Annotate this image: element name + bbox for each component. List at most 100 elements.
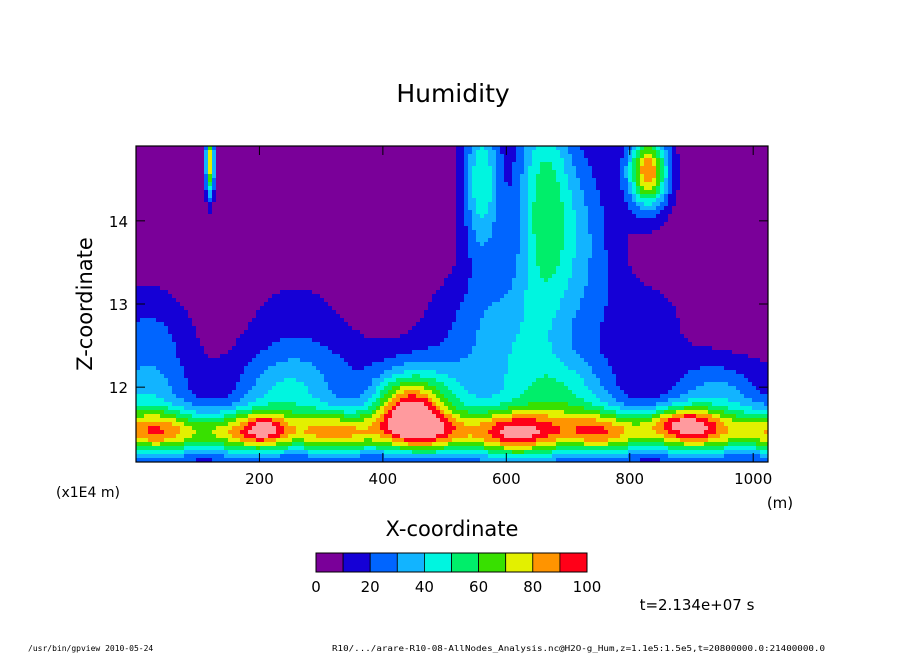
heatmap-cell bbox=[332, 158, 337, 163]
heatmap-cell bbox=[536, 202, 541, 207]
heatmap-cell bbox=[364, 218, 369, 223]
heatmap-cell bbox=[532, 202, 537, 207]
heatmap-cell bbox=[184, 194, 189, 199]
heatmap-cell bbox=[300, 238, 305, 243]
heatmap-cell bbox=[400, 258, 405, 263]
heatmap-cell bbox=[396, 150, 401, 155]
heatmap-cell bbox=[360, 222, 365, 227]
heatmap-cell bbox=[416, 186, 421, 191]
heatmap-cell bbox=[180, 270, 185, 275]
heatmap-cell bbox=[604, 250, 609, 255]
heatmap-cell bbox=[628, 250, 633, 255]
heatmap-cell bbox=[200, 190, 205, 195]
heatmap-cell bbox=[584, 254, 589, 259]
heatmap-cell bbox=[452, 154, 457, 159]
heatmap-cell bbox=[176, 202, 181, 207]
heatmap-cell bbox=[544, 174, 549, 179]
heatmap-cell bbox=[648, 218, 653, 223]
heatmap-cell bbox=[708, 186, 713, 191]
heatmap-cell bbox=[632, 226, 637, 231]
heatmap-cell bbox=[388, 206, 393, 211]
heatmap-cell bbox=[372, 218, 377, 223]
heatmap-cell bbox=[468, 254, 473, 259]
heatmap-cell bbox=[320, 150, 325, 155]
heatmap-cell bbox=[500, 166, 505, 171]
heatmap-cell bbox=[720, 162, 725, 167]
heatmap-cell bbox=[376, 238, 381, 243]
heatmap-cell bbox=[228, 206, 233, 211]
heatmap-cell bbox=[508, 238, 513, 243]
heatmap-cell bbox=[740, 150, 745, 155]
heatmap-cell bbox=[616, 262, 621, 267]
heatmap-cell bbox=[696, 146, 701, 151]
heatmap-cell bbox=[496, 246, 501, 251]
heatmap-cell bbox=[488, 178, 493, 183]
heatmap-cell bbox=[656, 174, 661, 179]
heatmap-cell bbox=[556, 226, 561, 231]
heatmap-cell bbox=[656, 226, 661, 231]
heatmap-cell bbox=[416, 182, 421, 187]
heatmap-cell bbox=[604, 222, 609, 227]
heatmap-cell bbox=[468, 178, 473, 183]
heatmap-cell bbox=[480, 262, 485, 267]
heatmap-cell bbox=[688, 166, 693, 171]
heatmap-cell bbox=[208, 222, 213, 227]
heatmap-cell bbox=[636, 258, 641, 263]
heatmap-cell bbox=[492, 170, 497, 175]
heatmap-cell bbox=[660, 170, 665, 175]
heatmap-cell bbox=[732, 266, 737, 271]
heatmap-cell bbox=[752, 206, 757, 211]
heatmap-cell bbox=[732, 218, 737, 223]
heatmap-cell bbox=[648, 170, 653, 175]
heatmap-cell bbox=[388, 230, 393, 235]
heatmap-cell bbox=[712, 266, 717, 271]
heatmap-cell bbox=[244, 198, 249, 203]
heatmap-cell bbox=[556, 158, 561, 163]
heatmap-cell bbox=[588, 266, 593, 271]
heatmap-cell bbox=[224, 186, 229, 191]
heatmap-cell bbox=[256, 238, 261, 243]
heatmap-cell bbox=[416, 150, 421, 155]
heatmap-cell bbox=[344, 226, 349, 231]
heatmap-cell bbox=[624, 190, 629, 195]
heatmap-cell bbox=[204, 206, 209, 211]
heatmap-cell bbox=[504, 198, 509, 203]
heatmap-cell bbox=[184, 174, 189, 179]
heatmap-cell bbox=[248, 166, 253, 171]
heatmap-cell bbox=[724, 250, 729, 255]
heatmap-cell bbox=[308, 230, 313, 235]
heatmap-cell bbox=[740, 198, 745, 203]
heatmap-cell bbox=[156, 238, 161, 243]
heatmap-cell bbox=[500, 202, 505, 207]
heatmap-cell bbox=[740, 166, 745, 171]
heatmap-cell bbox=[652, 222, 657, 227]
heatmap-cell bbox=[524, 234, 529, 239]
heatmap-cell bbox=[360, 234, 365, 239]
heatmap-cell bbox=[180, 182, 185, 187]
heatmap-cell bbox=[288, 206, 293, 211]
heatmap-cell bbox=[272, 174, 277, 179]
heatmap-cell bbox=[176, 146, 181, 151]
heatmap-cell bbox=[508, 266, 513, 271]
heatmap-cell bbox=[704, 174, 709, 179]
heatmap-cell bbox=[572, 186, 577, 191]
heatmap-cell bbox=[616, 254, 621, 259]
heatmap-cell bbox=[404, 194, 409, 199]
heatmap-cell bbox=[468, 166, 473, 171]
heatmap-cell bbox=[660, 166, 665, 171]
heatmap-cell bbox=[708, 206, 713, 211]
heatmap-cell bbox=[392, 162, 397, 167]
heatmap-cell bbox=[280, 154, 285, 159]
heatmap-cell bbox=[612, 194, 617, 199]
heatmap-cell bbox=[744, 150, 749, 155]
heatmap-cell bbox=[420, 154, 425, 159]
heatmap-cell bbox=[704, 226, 709, 231]
heatmap-cell bbox=[696, 230, 701, 235]
heatmap-cell bbox=[748, 158, 753, 163]
heatmap-cell bbox=[656, 194, 661, 199]
heatmap-cell bbox=[760, 202, 765, 207]
heatmap-cell bbox=[160, 206, 165, 211]
heatmap-cell bbox=[760, 174, 765, 179]
heatmap-cell bbox=[764, 258, 769, 263]
heatmap-cell bbox=[300, 262, 305, 267]
